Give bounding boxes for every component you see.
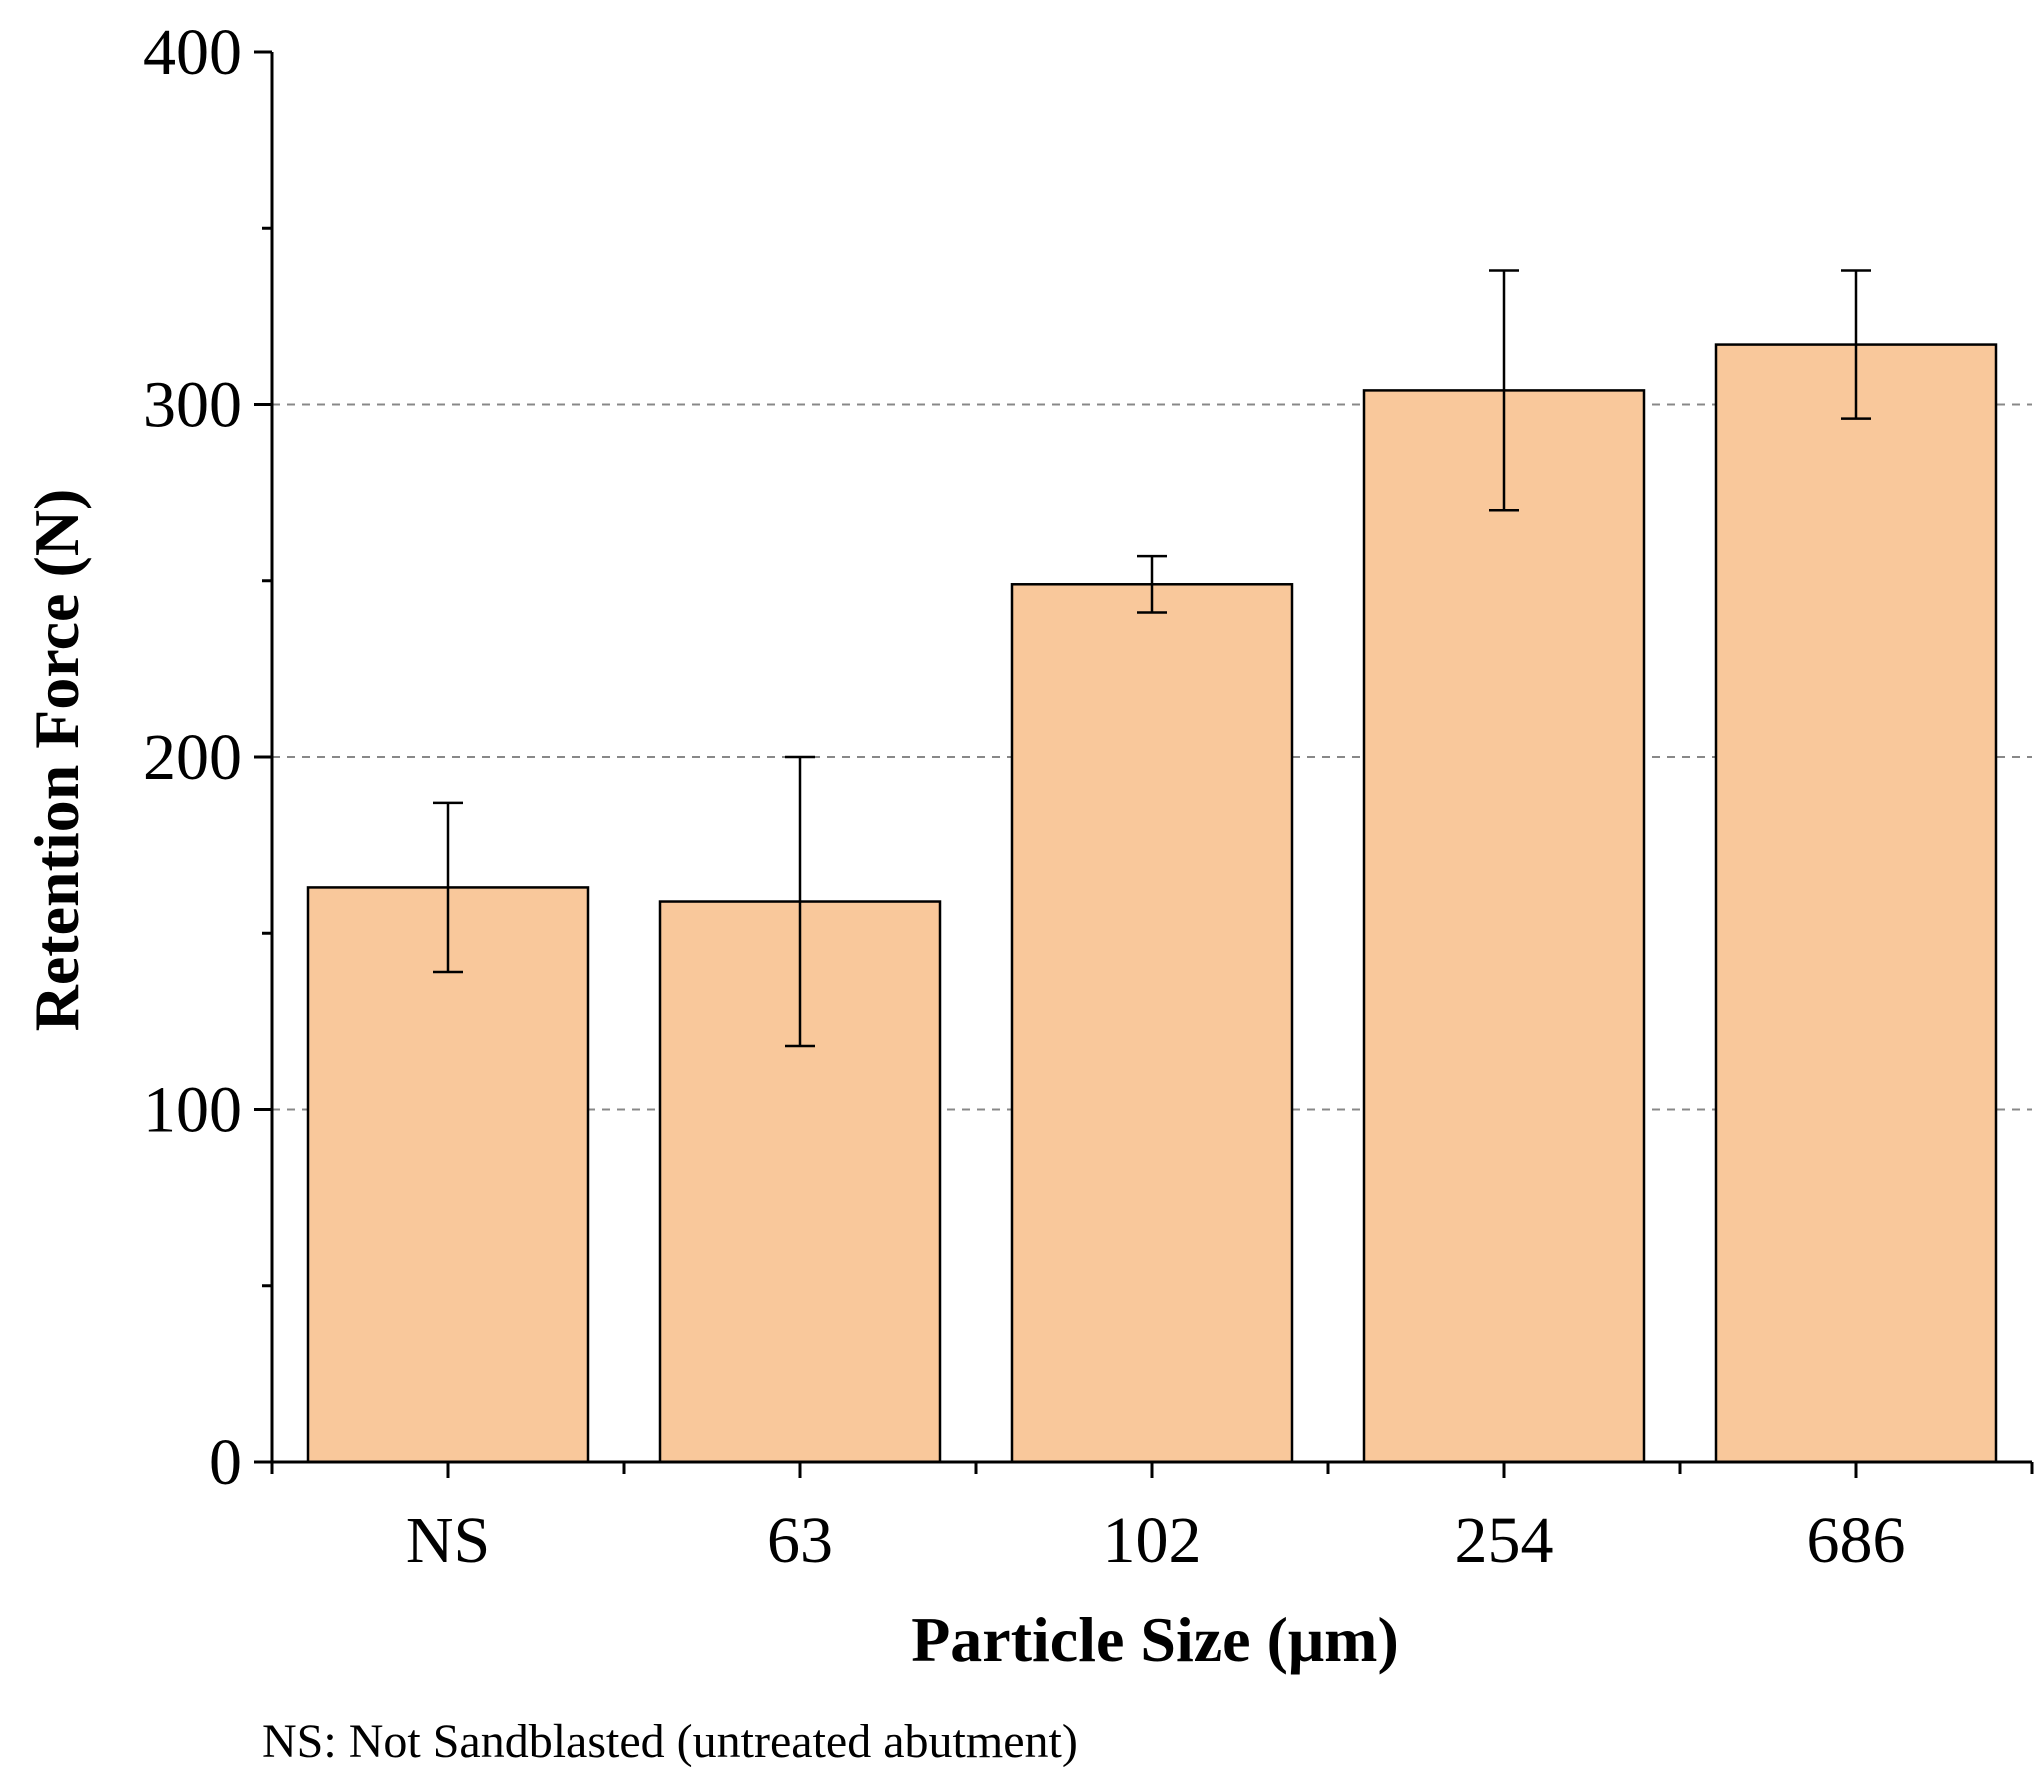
bar-NS bbox=[306, 886, 590, 1464]
x-axis-title: Particle Size (μm) bbox=[911, 1604, 1399, 1675]
axes bbox=[254, 50, 2034, 1478]
bar-686 bbox=[1714, 343, 1998, 1464]
y-tick-label-0: 0 bbox=[209, 1426, 242, 1499]
y-tick-label-200: 200 bbox=[143, 721, 242, 794]
footnote: NS: Not Sandblasted (untreated abutment) bbox=[262, 1715, 1078, 1768]
tick-labels: 0 100 200 300 400 NS 63 102 254 686 bbox=[143, 16, 1906, 1577]
bars bbox=[306, 343, 1998, 1464]
x-tick-label-254: 254 bbox=[1455, 1504, 1554, 1577]
x-tick-label-686: 686 bbox=[1807, 1504, 1906, 1577]
bar-254 bbox=[1362, 389, 1646, 1464]
x-tick-label-102: 102 bbox=[1103, 1504, 1202, 1577]
bar-102 bbox=[1010, 583, 1294, 1464]
y-axis-title: Retention Force (N) bbox=[21, 489, 92, 1032]
y-tick-label-400: 400 bbox=[143, 16, 242, 89]
y-tick-label-300: 300 bbox=[143, 369, 242, 442]
x-tick-label-63: 63 bbox=[767, 1504, 833, 1577]
error-bars bbox=[433, 269, 1871, 1048]
y-tick-label-100: 100 bbox=[143, 1074, 242, 1147]
x-tick-label-NS: NS bbox=[406, 1504, 490, 1577]
